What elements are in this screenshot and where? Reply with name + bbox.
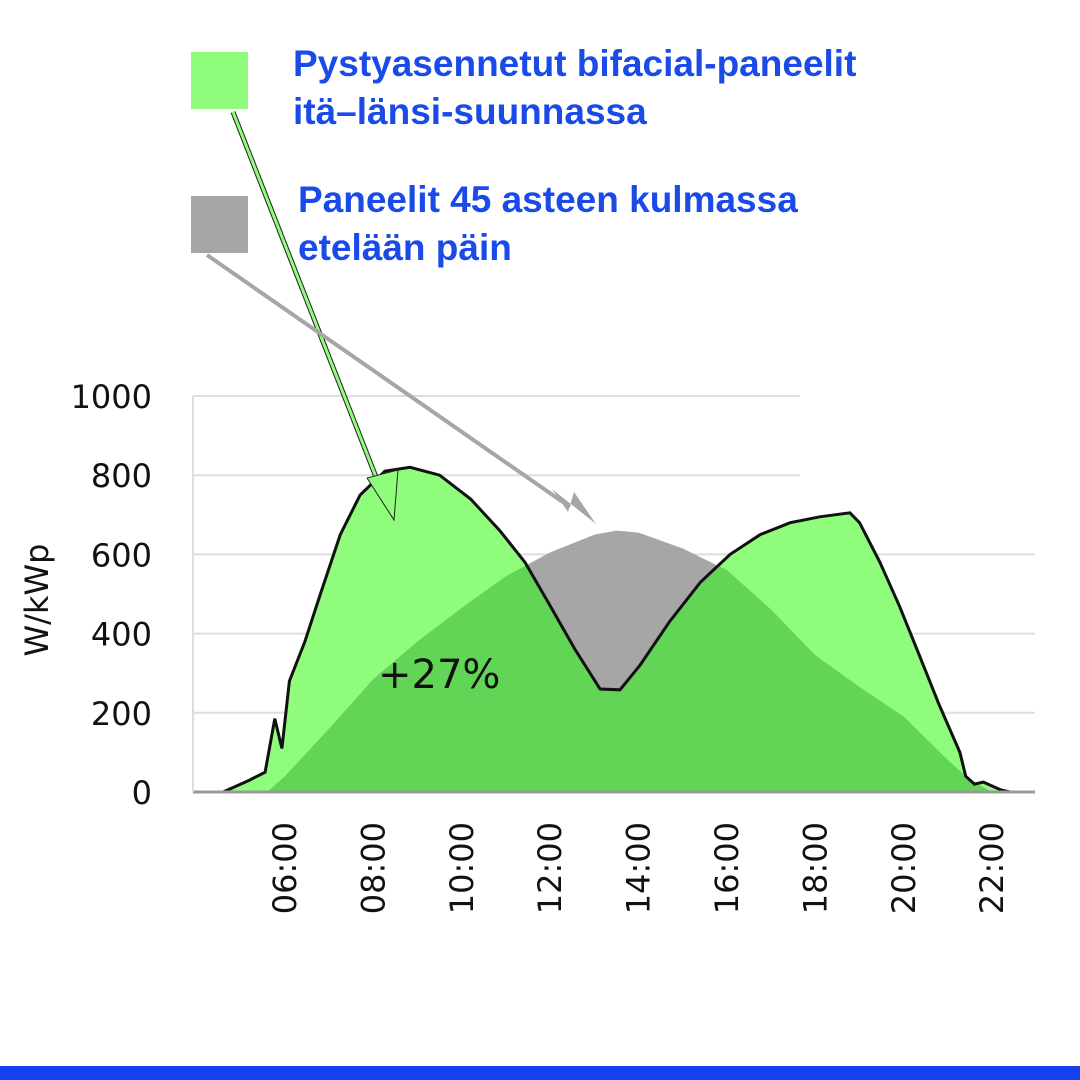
x-tick-label: 18:00 — [796, 822, 834, 914]
y-tick-labels: 0 200 400 600 800 1000 — [71, 378, 152, 812]
arrow-south — [205, 253, 596, 524]
x-tick-label: 22:00 — [973, 822, 1011, 914]
x-tick-label: 08:00 — [354, 822, 392, 914]
legend-label-south: Paneelit 45 asteen kulmassa etelään päin — [298, 176, 798, 272]
x-tick-label: 12:00 — [531, 822, 569, 914]
legend-label-south-line1: Paneelit 45 asteen kulmassa — [298, 179, 798, 220]
legend-label-bifacial-line1: Pystyasennetut bifacial-paneelit — [293, 43, 857, 84]
annotation-percent: +27% — [378, 652, 500, 698]
arrow-bifacial — [230, 111, 399, 522]
bottom-accent-bar — [0, 1066, 1080, 1080]
y-tick-label: 400 — [91, 616, 152, 654]
x-tick-label: 20:00 — [885, 822, 923, 914]
x-tick-label: 06:00 — [266, 822, 304, 914]
legend-swatch-south — [191, 196, 248, 253]
y-tick-label: 800 — [91, 457, 152, 495]
y-tick-label: 1000 — [71, 378, 152, 416]
y-tick-label: 200 — [91, 695, 152, 733]
x-tick-label: 16:00 — [708, 822, 746, 914]
series-bifacial-outline — [222, 465, 1011, 794]
y-axis-label: W/kWp — [18, 544, 56, 657]
y-tick-label: 0 — [132, 774, 152, 812]
x-tick-label: 14:00 — [620, 822, 658, 914]
legend-label-south-line2: etelään päin — [298, 227, 512, 268]
legend-swatch-bifacial — [191, 52, 248, 109]
x-tick-label: 10:00 — [443, 822, 481, 914]
y-tick-label: 600 — [91, 536, 152, 574]
legend-label-bifacial: Pystyasennetut bifacial-paneelit itä–län… — [293, 40, 856, 136]
x-tick-labels: 06:00 08:00 10:00 12:00 14:00 16:00 18:00 20:00… — [266, 822, 1011, 914]
legend-label-bifacial-line2: itä–länsi-suunnassa — [293, 91, 647, 132]
